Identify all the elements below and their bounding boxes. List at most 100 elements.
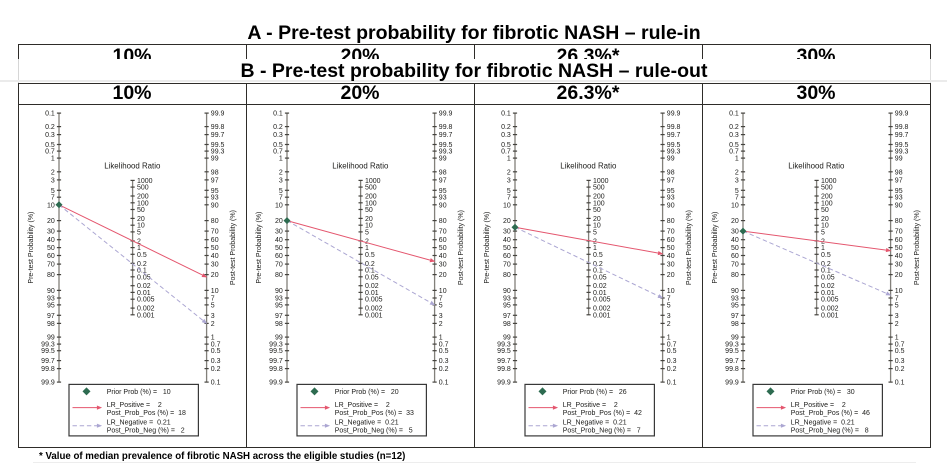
svg-text:30: 30 [503,229,511,236]
svg-text:0.02: 0.02 [365,283,379,290]
svg-text:99: 99 [439,156,447,163]
svg-text:Post-test Probability (%): Post-test Probability (%) [686,210,693,285]
svg-text:0.05: 0.05 [593,274,607,281]
svg-text:3: 3 [51,177,55,184]
svg-text:1: 1 [137,245,141,252]
svg-text:LR_Negative = 0.21: LR_Negative = 0.21 [563,419,627,426]
svg-text:0.7: 0.7 [895,342,905,349]
svg-text:0.3: 0.3 [439,358,449,365]
svg-text:95: 95 [211,188,219,195]
svg-text:Likelihood Ratio: Likelihood Ratio [332,162,389,171]
svg-text:10: 10 [365,223,373,230]
svg-text:500: 500 [821,185,833,192]
svg-text:50: 50 [211,245,219,252]
svg-text:100: 100 [137,200,149,207]
svg-text:20: 20 [275,218,283,225]
svg-text:97: 97 [895,177,903,184]
svg-text:20: 20 [47,218,55,225]
svg-text:99: 99 [731,335,739,342]
svg-text:7: 7 [439,296,443,303]
svg-text:1: 1 [211,335,215,342]
svg-text:40: 40 [47,237,55,244]
svg-text:97: 97 [439,177,447,184]
svg-text:Post-test Probability (%): Post-test Probability (%) [230,210,237,285]
svg-text:99: 99 [211,156,219,163]
svg-text:99.7: 99.7 [439,132,453,139]
svg-text:70: 70 [439,229,447,236]
svg-text:200: 200 [821,194,833,201]
svg-text:99.5: 99.5 [725,348,739,355]
svg-text:Likelihood Ratio: Likelihood Ratio [104,162,161,171]
svg-text:10: 10 [593,223,601,230]
svg-text:0.01: 0.01 [365,290,379,297]
svg-text:7: 7 [507,195,511,202]
svg-text:1: 1 [51,156,55,163]
svg-text:20: 20 [365,216,373,223]
svg-text:Pre-test Probability (%): Pre-test Probability (%) [28,212,35,284]
svg-text:0.001: 0.001 [821,312,839,319]
svg-text:60: 60 [439,237,447,244]
svg-text:80: 80 [895,218,903,225]
svg-text:99: 99 [275,335,283,342]
svg-text:0.001: 0.001 [365,312,383,319]
svg-text:95: 95 [895,188,903,195]
svg-text:500: 500 [593,185,605,192]
svg-text:0.2: 0.2 [895,366,905,373]
svg-text:99.5: 99.5 [667,142,681,149]
svg-text:97: 97 [275,313,283,320]
svg-text:70: 70 [47,262,55,269]
svg-text:97: 97 [47,313,55,320]
svg-text:0.7: 0.7 [273,149,283,156]
svg-text:0.1: 0.1 [211,380,221,387]
svg-text:99.8: 99.8 [269,366,283,373]
svg-text:0.3: 0.3 [45,132,55,139]
svg-text:5: 5 [137,229,141,236]
svg-text:0.3: 0.3 [501,132,511,139]
svg-text:7: 7 [51,195,55,202]
svg-text:50: 50 [275,245,283,252]
svg-text:0.01: 0.01 [137,290,151,297]
svg-text:0.002: 0.002 [821,306,839,313]
svg-text:1: 1 [365,245,369,252]
svg-text:0.1: 0.1 [45,111,55,118]
svg-text:Post-test Probability (%): Post-test Probability (%) [914,210,921,285]
svg-text:7: 7 [735,195,739,202]
svg-text:Likelihood Ratio: Likelihood Ratio [560,162,617,171]
svg-text:99.7: 99.7 [41,358,55,365]
svg-text:LR_Positive = 2: LR_Positive = 2 [563,402,618,409]
svg-text:50: 50 [503,245,511,252]
svg-text:0.2: 0.2 [45,124,55,131]
svg-text:0.2: 0.2 [365,261,375,268]
svg-text:1: 1 [593,245,597,252]
svg-text:90: 90 [275,288,283,295]
svg-text:30: 30 [895,262,903,269]
svg-text:40: 40 [211,253,219,260]
svg-text:1000: 1000 [821,178,837,185]
svg-text:100: 100 [365,200,377,207]
svg-text:90: 90 [667,202,675,209]
svg-text:0.01: 0.01 [593,290,607,297]
svg-text:30: 30 [47,229,55,236]
svg-text:0.1: 0.1 [439,380,449,387]
svg-text:80: 80 [211,218,219,225]
svg-text:0.05: 0.05 [821,274,835,281]
svg-text:0.2: 0.2 [439,366,449,373]
svg-text:LR_Negative = 0.21: LR_Negative = 0.21 [791,419,855,426]
svg-text:95: 95 [667,188,675,195]
svg-text:0.002: 0.002 [137,306,155,313]
svg-text:0.5: 0.5 [273,142,283,149]
svg-text:10: 10 [667,288,675,295]
svg-text:5: 5 [439,302,443,309]
svg-text:98: 98 [667,169,675,176]
svg-text:Post_Prob_Pos (%) = 46: Post_Prob_Pos (%) = 46 [791,410,870,417]
svg-text:3: 3 [279,177,283,184]
svg-text:0.2: 0.2 [593,261,603,268]
svg-text:Post_Prob_Neg (%) = 8: Post_Prob_Neg (%) = 8 [791,427,869,434]
svg-text:30: 30 [667,262,675,269]
svg-text:0.1: 0.1 [137,268,147,275]
svg-text:99.9: 99.9 [41,380,55,387]
svg-text:98: 98 [731,321,739,328]
svg-text:2: 2 [895,321,899,328]
svg-text:0.7: 0.7 [501,149,511,156]
svg-text:50: 50 [731,245,739,252]
